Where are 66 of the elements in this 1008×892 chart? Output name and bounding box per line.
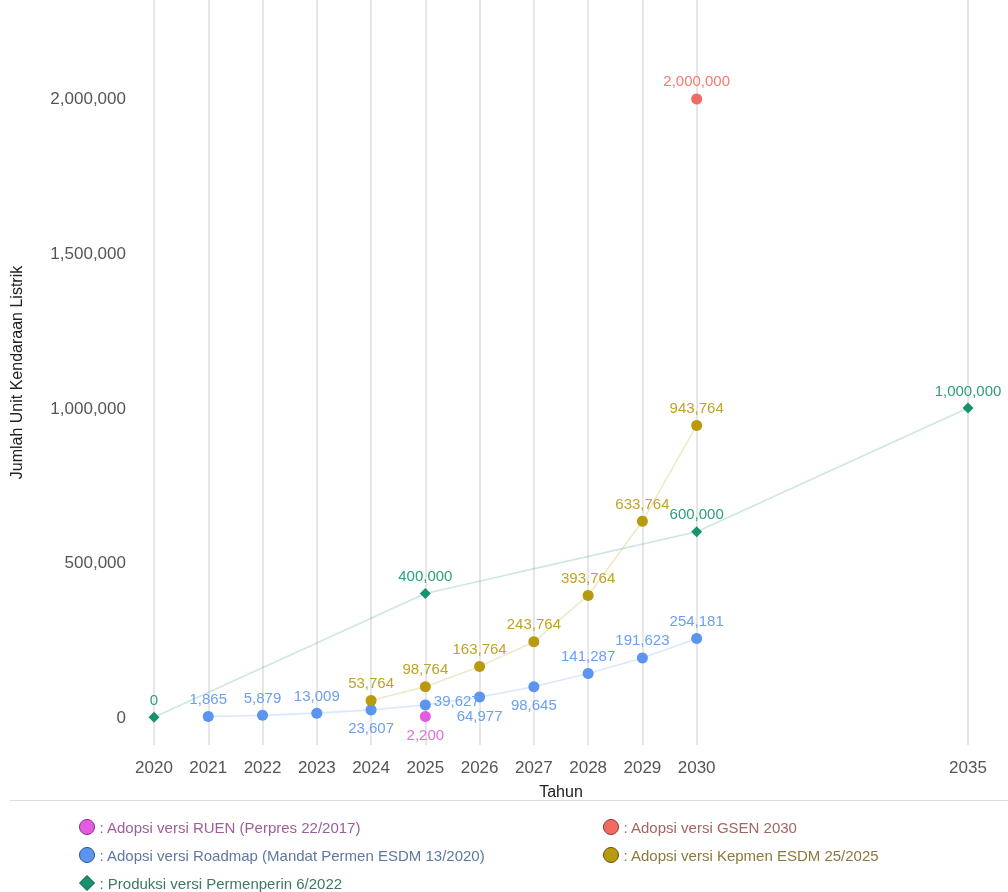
data-label: 943,764 bbox=[669, 398, 724, 416]
y-axis-title: Jumlah Unit Kendaraan Listrik bbox=[7, 264, 25, 480]
point bbox=[419, 588, 431, 600]
y-tick-label: 1,000,000 bbox=[50, 398, 126, 418]
x-tick-label: 2026 bbox=[460, 758, 499, 777]
y-tick-label: 1,500,000 bbox=[50, 243, 126, 263]
data-label: 633,764 bbox=[615, 494, 670, 512]
y-tick-label: 500,000 bbox=[64, 553, 126, 573]
data-label: 98,645 bbox=[510, 696, 557, 714]
data-label: 98,764 bbox=[402, 660, 449, 678]
point bbox=[962, 402, 974, 414]
point bbox=[419, 711, 431, 722]
y-tick-label: 2,000,000 bbox=[50, 89, 126, 109]
x-tick-label: 2024 bbox=[352, 758, 390, 777]
data-label: 393,764 bbox=[561, 568, 616, 586]
x-tick-label: 2029 bbox=[623, 758, 662, 777]
point bbox=[148, 711, 160, 723]
data-label: 141,287 bbox=[561, 647, 616, 664]
data-label: 600,000 bbox=[669, 505, 724, 523]
legend-label: : Adopsi versi Roadmap (Mandat Permen ESDM 13/2020) bbox=[99, 846, 485, 864]
x-tick-label: 2035 bbox=[949, 758, 987, 777]
data-label: 243,764 bbox=[506, 615, 561, 633]
data-label: 53,764 bbox=[348, 674, 395, 692]
point bbox=[365, 695, 377, 707]
data-label: 0 bbox=[149, 690, 159, 708]
point bbox=[202, 711, 214, 723]
point bbox=[691, 526, 703, 538]
legend-label: : Adopsi versi GSEN 2030 bbox=[623, 818, 797, 836]
x-tick-label: 2030 bbox=[677, 758, 716, 777]
x-tick-label: 2020 bbox=[135, 758, 173, 777]
data-label: 23,607 bbox=[348, 719, 395, 737]
x-tick-label: 2023 bbox=[297, 758, 336, 777]
data-label: 254,181 bbox=[669, 612, 724, 630]
data-label: 1,865 bbox=[189, 690, 228, 708]
point bbox=[311, 707, 323, 719]
point bbox=[528, 636, 540, 648]
point bbox=[691, 93, 703, 105]
point bbox=[636, 652, 648, 664]
data-label: 13,009 bbox=[293, 686, 340, 704]
data-label: 191,623 bbox=[615, 631, 670, 649]
point bbox=[474, 661, 486, 673]
point bbox=[419, 699, 431, 711]
data-label: 2,200 bbox=[406, 726, 445, 743]
x-tick-label: 2028 bbox=[569, 758, 608, 777]
legend-label: : Adopsi versi Kepmen ESDM 25/2025 bbox=[623, 846, 879, 864]
y-tick-label: 0 bbox=[116, 707, 126, 727]
point bbox=[419, 681, 431, 693]
point bbox=[582, 589, 594, 601]
x-tick-label: 2022 bbox=[243, 758, 282, 777]
x-tick-label: 2027 bbox=[514, 758, 553, 777]
point bbox=[582, 668, 594, 679]
x-axis-title: Tahun bbox=[539, 782, 583, 800]
data-label: 1,000,000 bbox=[934, 381, 1002, 399]
x-tick-label: 2025 bbox=[406, 758, 445, 777]
point bbox=[257, 709, 269, 721]
legend-label: : Produksi versi Permenperin 6/2022 bbox=[99, 874, 343, 892]
data-label: 400,000 bbox=[398, 567, 453, 585]
point bbox=[691, 419, 703, 431]
data-label: 2,000,000 bbox=[663, 72, 731, 90]
data-label: 163,764 bbox=[452, 640, 507, 658]
legend-label: : Adopsi versi RUEN (Perpres 22/2017) bbox=[99, 818, 361, 836]
point bbox=[691, 633, 703, 645]
point bbox=[636, 515, 648, 527]
point bbox=[528, 681, 540, 693]
data-label: 5,879 bbox=[243, 688, 282, 706]
x-tick-label: 2021 bbox=[189, 758, 228, 777]
